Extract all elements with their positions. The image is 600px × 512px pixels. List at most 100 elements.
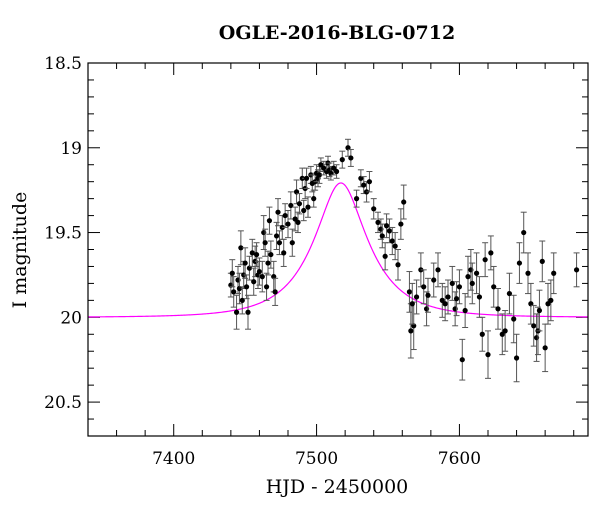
point-marker [229, 270, 235, 276]
data-point [456, 269, 463, 305]
point-marker [488, 250, 494, 256]
point-marker [389, 238, 395, 244]
point-marker [425, 292, 431, 298]
data-point [527, 282, 534, 325]
data-point [256, 257, 263, 286]
data-point [449, 265, 456, 301]
y-tick-label: 20 [60, 308, 82, 328]
data-point [246, 255, 253, 281]
data-point [502, 310, 509, 352]
data-point [465, 255, 471, 298]
point-marker [401, 199, 407, 205]
data-point [366, 171, 373, 193]
point-marker [465, 274, 471, 280]
x-axis-label: HJD - 2450000 [266, 476, 409, 498]
point-marker [242, 260, 248, 266]
data-point [516, 242, 523, 284]
point-marker [453, 296, 460, 302]
point-marker [392, 243, 398, 249]
point-marker [525, 270, 531, 276]
point-marker [539, 258, 545, 264]
data-point [275, 198, 281, 227]
data-point [462, 293, 469, 328]
model-curve [87, 182, 589, 318]
point-marker [268, 251, 274, 258]
data-point [360, 176, 367, 195]
point-marker [333, 168, 340, 175]
point-marker [275, 209, 281, 215]
point-marker [502, 328, 508, 334]
data-point [487, 235, 494, 271]
point-marker [245, 309, 251, 315]
data-point [233, 294, 240, 330]
point-marker [382, 253, 388, 259]
data-point [273, 221, 280, 250]
point-marker [266, 218, 273, 224]
data-point [270, 260, 277, 293]
point-marker [272, 289, 278, 295]
data-point [445, 279, 451, 315]
point-marker [282, 212, 288, 219]
data-point [267, 240, 274, 269]
data-point [435, 252, 441, 288]
data-point [542, 323, 549, 373]
point-marker [316, 172, 323, 178]
data-point [539, 240, 546, 283]
data-point [506, 272, 513, 315]
data-point [245, 294, 251, 330]
data-point [293, 179, 300, 205]
point-marker [233, 309, 240, 315]
point-marker [276, 240, 283, 246]
data-point [547, 279, 554, 322]
data-point [300, 199, 307, 222]
data-point [406, 271, 413, 313]
data-point [490, 265, 497, 308]
y-tick-label: 18.5 [44, 54, 82, 74]
point-marker [348, 155, 354, 161]
point-marker [573, 267, 580, 273]
data-point [236, 272, 243, 305]
data-point [347, 148, 354, 167]
point-marker [469, 280, 475, 287]
data-point [265, 250, 271, 276]
data-point [292, 206, 299, 232]
data-point [287, 191, 294, 220]
point-marker [551, 270, 557, 276]
point-marker [473, 270, 480, 276]
point-marker [516, 260, 523, 266]
data-point [425, 277, 431, 313]
data-point [333, 164, 340, 179]
point-marker [249, 250, 255, 256]
point-marker [511, 316, 517, 322]
data-point [473, 252, 480, 295]
point-marker [296, 201, 303, 207]
data-point [280, 238, 287, 267]
data-point [250, 267, 257, 296]
data-point [255, 260, 261, 289]
x-tick-label: 7600 [438, 449, 481, 469]
data-point [289, 228, 296, 257]
point-marker [476, 294, 483, 300]
point-marker [303, 175, 310, 181]
data-point [296, 193, 303, 215]
point-marker [353, 196, 360, 202]
data-point [430, 262, 437, 298]
point-marker [456, 284, 463, 290]
point-marker [386, 228, 393, 234]
point-marker [479, 331, 485, 337]
data-point [545, 282, 551, 325]
point-marker [281, 250, 287, 256]
data-point [479, 316, 486, 352]
data-point [370, 198, 377, 220]
point-marker [513, 355, 520, 361]
data-point [392, 232, 399, 261]
point-marker [395, 262, 401, 268]
point-marker [531, 323, 537, 329]
data-point [272, 277, 279, 306]
point-marker [409, 301, 415, 307]
data-point [383, 213, 390, 239]
data-point [243, 274, 250, 300]
data-point [305, 196, 311, 218]
data-point [330, 160, 337, 176]
data-point [389, 226, 396, 256]
